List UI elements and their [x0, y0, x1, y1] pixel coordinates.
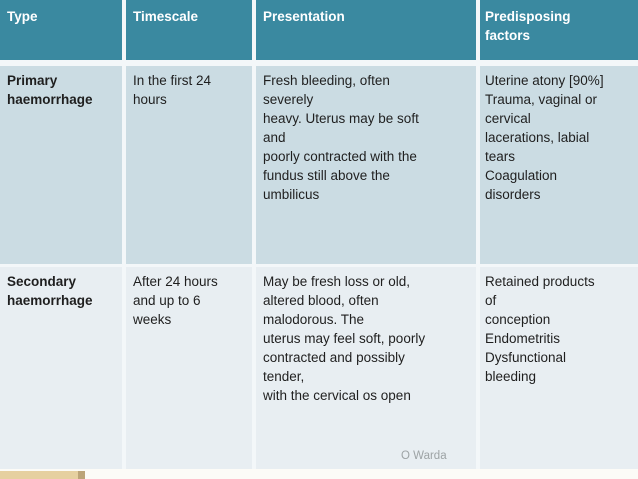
haemorrhage-table: Type Timescale Presentation Predisposing… — [0, 0, 638, 469]
cell-primary-type: Primary haemorrhage — [0, 66, 122, 264]
header-cell-type: Type — [0, 0, 122, 60]
cell-primary-timescale: In the first 24 hours — [126, 66, 252, 264]
header-cell-presentation: Presentation — [256, 0, 476, 60]
bottom-strip — [0, 469, 638, 479]
header-cell-predisposing-factors: Predisposing factors — [480, 0, 638, 60]
cell-secondary-type: Secondary haemorrhage — [0, 267, 122, 469]
cell-secondary-timescale: After 24 hours and up to 6 weeks — [126, 267, 252, 469]
header-cell-timescale: Timescale — [126, 0, 252, 60]
author-credit: O Warda — [401, 450, 447, 462]
bottom-accent-bar-cap — [78, 471, 85, 479]
cell-secondary-presentation: May be fresh loss or old, altered blood,… — [256, 267, 476, 469]
bottom-accent-bar — [0, 471, 78, 479]
cell-primary-presentation: Fresh bleeding, often severely heavy. Ut… — [256, 66, 476, 264]
cell-primary-predisposing: Uterine atony [90%] Trauma, vaginal or c… — [480, 66, 638, 264]
cell-secondary-predisposing: Retained products of conception Endometr… — [480, 267, 638, 469]
